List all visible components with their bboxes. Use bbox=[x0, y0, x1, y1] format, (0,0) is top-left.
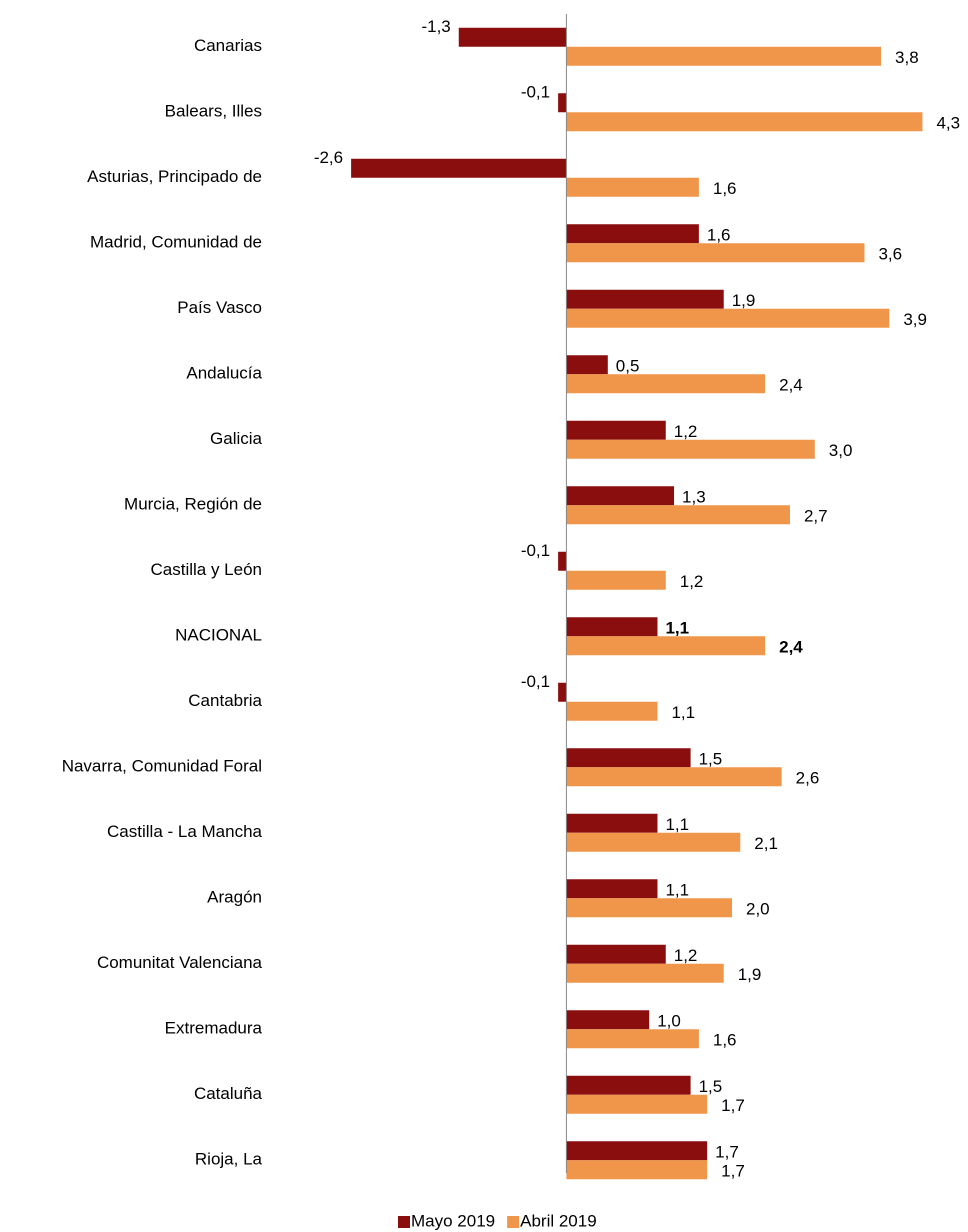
bar bbox=[558, 93, 567, 113]
data-label: 3,8 bbox=[895, 48, 919, 67]
data-label: 3,9 bbox=[903, 310, 927, 329]
bar bbox=[566, 46, 882, 66]
bar bbox=[566, 636, 766, 656]
data-label: 1,5 bbox=[699, 1077, 723, 1096]
data-label: 4,3 bbox=[936, 114, 960, 133]
data-label: 1,9 bbox=[738, 965, 762, 984]
bar bbox=[566, 570, 666, 590]
bar bbox=[566, 898, 732, 918]
bar bbox=[566, 1075, 691, 1095]
data-label: 2,1 bbox=[754, 834, 778, 853]
data-label: 2,6 bbox=[796, 769, 820, 788]
data-label: 2,0 bbox=[746, 900, 770, 919]
bar bbox=[566, 289, 724, 309]
bar bbox=[566, 420, 666, 440]
y-tick-label: Galicia bbox=[210, 429, 263, 448]
bar bbox=[351, 158, 567, 178]
bar bbox=[566, 963, 724, 983]
data-label: 1,1 bbox=[671, 703, 695, 722]
data-label: 1,1 bbox=[665, 619, 689, 638]
y-tick-label: Comunitat Valenciana bbox=[97, 953, 263, 972]
bar bbox=[566, 1094, 708, 1114]
data-label: 1,7 bbox=[721, 1096, 745, 1115]
data-label: 1,1 bbox=[665, 881, 689, 900]
legend-swatch bbox=[507, 1216, 520, 1228]
y-tick-label: Navarra, Comunidad Foral bbox=[62, 757, 262, 776]
data-label: 1,1 bbox=[665, 815, 689, 834]
data-label: 1,3 bbox=[682, 488, 706, 507]
bar bbox=[566, 1141, 708, 1161]
data-label: 1,2 bbox=[680, 572, 704, 591]
bar bbox=[566, 813, 658, 833]
y-tick-label: País Vasco bbox=[177, 298, 262, 317]
bar bbox=[566, 767, 782, 787]
bar bbox=[566, 1029, 699, 1049]
data-label: 0,5 bbox=[616, 357, 640, 376]
data-label: 1,5 bbox=[699, 750, 723, 769]
bar bbox=[566, 1160, 708, 1180]
y-tick-label: Andalucía bbox=[186, 364, 262, 383]
bar bbox=[558, 551, 567, 571]
data-label: 1,6 bbox=[713, 1031, 737, 1050]
data-label: 2,7 bbox=[804, 507, 828, 526]
data-label: -0,1 bbox=[521, 83, 550, 102]
data-label: 1,7 bbox=[715, 1143, 739, 1162]
data-label: -2,6 bbox=[314, 148, 343, 167]
bar bbox=[458, 27, 567, 47]
data-label: 1,7 bbox=[721, 1162, 745, 1181]
bar bbox=[566, 505, 790, 525]
data-label: -0,1 bbox=[521, 541, 550, 560]
y-tick-label: Canarias bbox=[194, 36, 262, 55]
bar bbox=[566, 832, 741, 852]
data-label: -0,1 bbox=[521, 672, 550, 691]
data-label: 2,4 bbox=[779, 376, 803, 395]
bar bbox=[566, 1010, 650, 1030]
y-tick-label: Asturias, Principado de bbox=[87, 167, 262, 186]
bar bbox=[558, 682, 567, 702]
y-tick-label: Rioja, La bbox=[195, 1150, 263, 1169]
data-label: 3,6 bbox=[878, 245, 902, 264]
bar bbox=[566, 439, 815, 459]
bar bbox=[566, 374, 766, 394]
y-tick-label: Castilla y León bbox=[150, 560, 262, 579]
legend-label: Mayo 2019 bbox=[411, 1211, 495, 1230]
data-label: -1,3 bbox=[421, 17, 450, 36]
bar bbox=[566, 617, 658, 637]
data-label: 1,0 bbox=[657, 1012, 681, 1031]
y-tick-label: Extremadura bbox=[165, 1019, 263, 1038]
bar bbox=[566, 748, 691, 768]
data-label: 1,2 bbox=[674, 946, 698, 965]
legend-swatch bbox=[398, 1216, 410, 1228]
bar bbox=[566, 701, 658, 721]
legend-label: Abril 2019 bbox=[520, 1211, 597, 1230]
bar bbox=[566, 112, 923, 132]
bar bbox=[566, 879, 658, 899]
bar bbox=[566, 308, 890, 328]
bar bbox=[566, 944, 666, 964]
data-label: 2,4 bbox=[779, 638, 803, 657]
y-tick-label: Aragón bbox=[207, 888, 262, 907]
y-tick-label: Castilla - La Mancha bbox=[107, 822, 263, 841]
data-label: 1,2 bbox=[674, 422, 698, 441]
y-tick-label: Cataluña bbox=[194, 1084, 263, 1103]
bar bbox=[566, 486, 675, 506]
data-label: 1,9 bbox=[732, 291, 756, 310]
y-tick-label: Cantabria bbox=[188, 691, 262, 710]
bar bbox=[566, 177, 699, 197]
bar bbox=[566, 224, 699, 244]
data-label: 1,6 bbox=[713, 179, 737, 198]
bar bbox=[566, 243, 865, 263]
y-tick-label: NACIONAL bbox=[175, 626, 262, 645]
y-tick-label: Balears, Illes bbox=[165, 102, 262, 121]
y-tick-label: Murcia, Región de bbox=[124, 495, 262, 514]
data-label: 1,6 bbox=[707, 226, 731, 245]
data-label: 3,0 bbox=[829, 441, 853, 460]
y-tick-label: Madrid, Comunidad de bbox=[90, 233, 262, 252]
bar bbox=[566, 355, 608, 375]
